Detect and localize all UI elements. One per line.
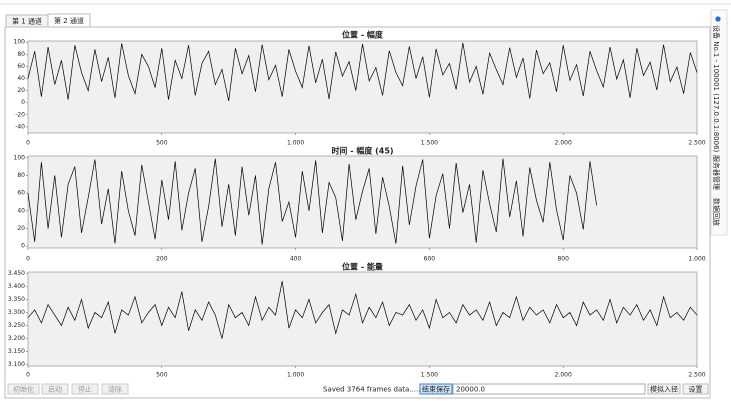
button-label[interactable]: 设置 <box>689 385 703 394</box>
y-tick-label: 60 <box>17 190 25 197</box>
y-tick-label: 3.100 <box>8 361 25 368</box>
text-input[interactable] <box>452 383 646 395</box>
x-tick-label: 0 <box>26 372 30 379</box>
y-tick-label: 80 <box>17 172 25 179</box>
x-tick-label: 1.000 <box>688 256 705 263</box>
x-tick-label: 500 <box>156 372 168 379</box>
y-tick-label: 80 <box>17 51 25 58</box>
side-tab[interactable]: 数据回放 <box>712 198 721 226</box>
y-tick-label: 100 <box>14 39 26 46</box>
side-tab[interactable]: 设备 No.1 - 100001 (127.0.0.1:8006) <box>712 25 721 153</box>
x-tick-label: 800 <box>557 256 569 263</box>
y-tick-label: -40 <box>15 123 25 130</box>
input-value[interactable]: 20000.0 <box>456 386 485 394</box>
y-tick-label: 0 <box>21 243 25 250</box>
y-tick-label: 3.350 <box>8 296 25 303</box>
data-line <box>27 158 597 245</box>
y-tick-label: 40 <box>17 75 25 82</box>
x-tick-label: 1.000 <box>287 372 304 379</box>
x-tick-label: 200 <box>156 256 168 263</box>
y-tick-label: 3.300 <box>8 309 25 316</box>
y-tick-label: 0 <box>21 99 25 106</box>
y-tick-label: -20 <box>15 111 25 118</box>
data-line <box>27 42 698 101</box>
x-tick-label: 1.000 <box>287 140 304 147</box>
side-tab[interactable]: 服务器管理 <box>712 155 721 190</box>
button[interactable] <box>71 383 99 395</box>
x-tick-label: 2.500 <box>688 372 705 379</box>
chart-title: 位置 - 能量 <box>342 262 383 272</box>
x-tick-label: 500 <box>156 140 168 147</box>
plot-area <box>27 40 698 134</box>
tab-label[interactable]: 第 2 通道 <box>54 16 84 25</box>
y-tick-label: 3.450 <box>8 270 25 277</box>
status-text: Saved 3764 frames data...... <box>323 386 423 394</box>
x-tick-label: 400 <box>290 256 302 263</box>
button-label[interactable]: 模拟入径 <box>650 385 678 394</box>
side-tab-bar <box>710 9 728 236</box>
x-tick-label: 2.500 <box>688 140 705 147</box>
button-label[interactable]: 清除 <box>108 385 122 394</box>
button-label[interactable]: 初始化 <box>13 385 34 394</box>
x-tick-label: 0 <box>26 256 30 263</box>
button[interactable] <box>101 383 129 395</box>
plot-area <box>27 271 698 367</box>
x-tick-label: 2.000 <box>555 372 572 379</box>
y-tick-label: 3.400 <box>8 283 25 290</box>
button-label[interactable]: 启动 <box>48 385 62 394</box>
x-tick-label: 2.000 <box>555 140 572 147</box>
y-tick-label: 60 <box>17 63 25 70</box>
button[interactable] <box>682 383 709 395</box>
y-tick-label: 20 <box>17 87 25 94</box>
x-tick-label: 0 <box>26 140 30 147</box>
y-tick-label: 3.250 <box>8 322 25 329</box>
y-tick-label: 3.150 <box>8 348 25 355</box>
button-label[interactable]: 结束保存 <box>422 385 450 394</box>
y-tick-label: 3.200 <box>8 335 25 342</box>
button-label[interactable]: 停止 <box>78 385 92 394</box>
tab-label[interactable]: 第 1 通道 <box>12 17 42 26</box>
x-tick-label: 600 <box>424 256 436 263</box>
button[interactable] <box>7 383 40 395</box>
button[interactable] <box>419 383 453 395</box>
button[interactable] <box>647 383 681 395</box>
y-tick-label: 20 <box>17 225 25 232</box>
data-line <box>27 281 698 339</box>
y-tick-label: 100 <box>14 154 26 161</box>
chart-title: 位置 - 幅度 <box>342 30 384 40</box>
x-tick-label: 1.500 <box>421 372 438 379</box>
status-dot <box>715 16 721 22</box>
y-tick-label: 40 <box>17 207 25 214</box>
plot-area <box>27 155 698 249</box>
chart-title: 时间 - 幅度 (45) <box>331 146 393 156</box>
x-tick-label: 1.500 <box>421 140 438 147</box>
button[interactable] <box>41 383 69 395</box>
